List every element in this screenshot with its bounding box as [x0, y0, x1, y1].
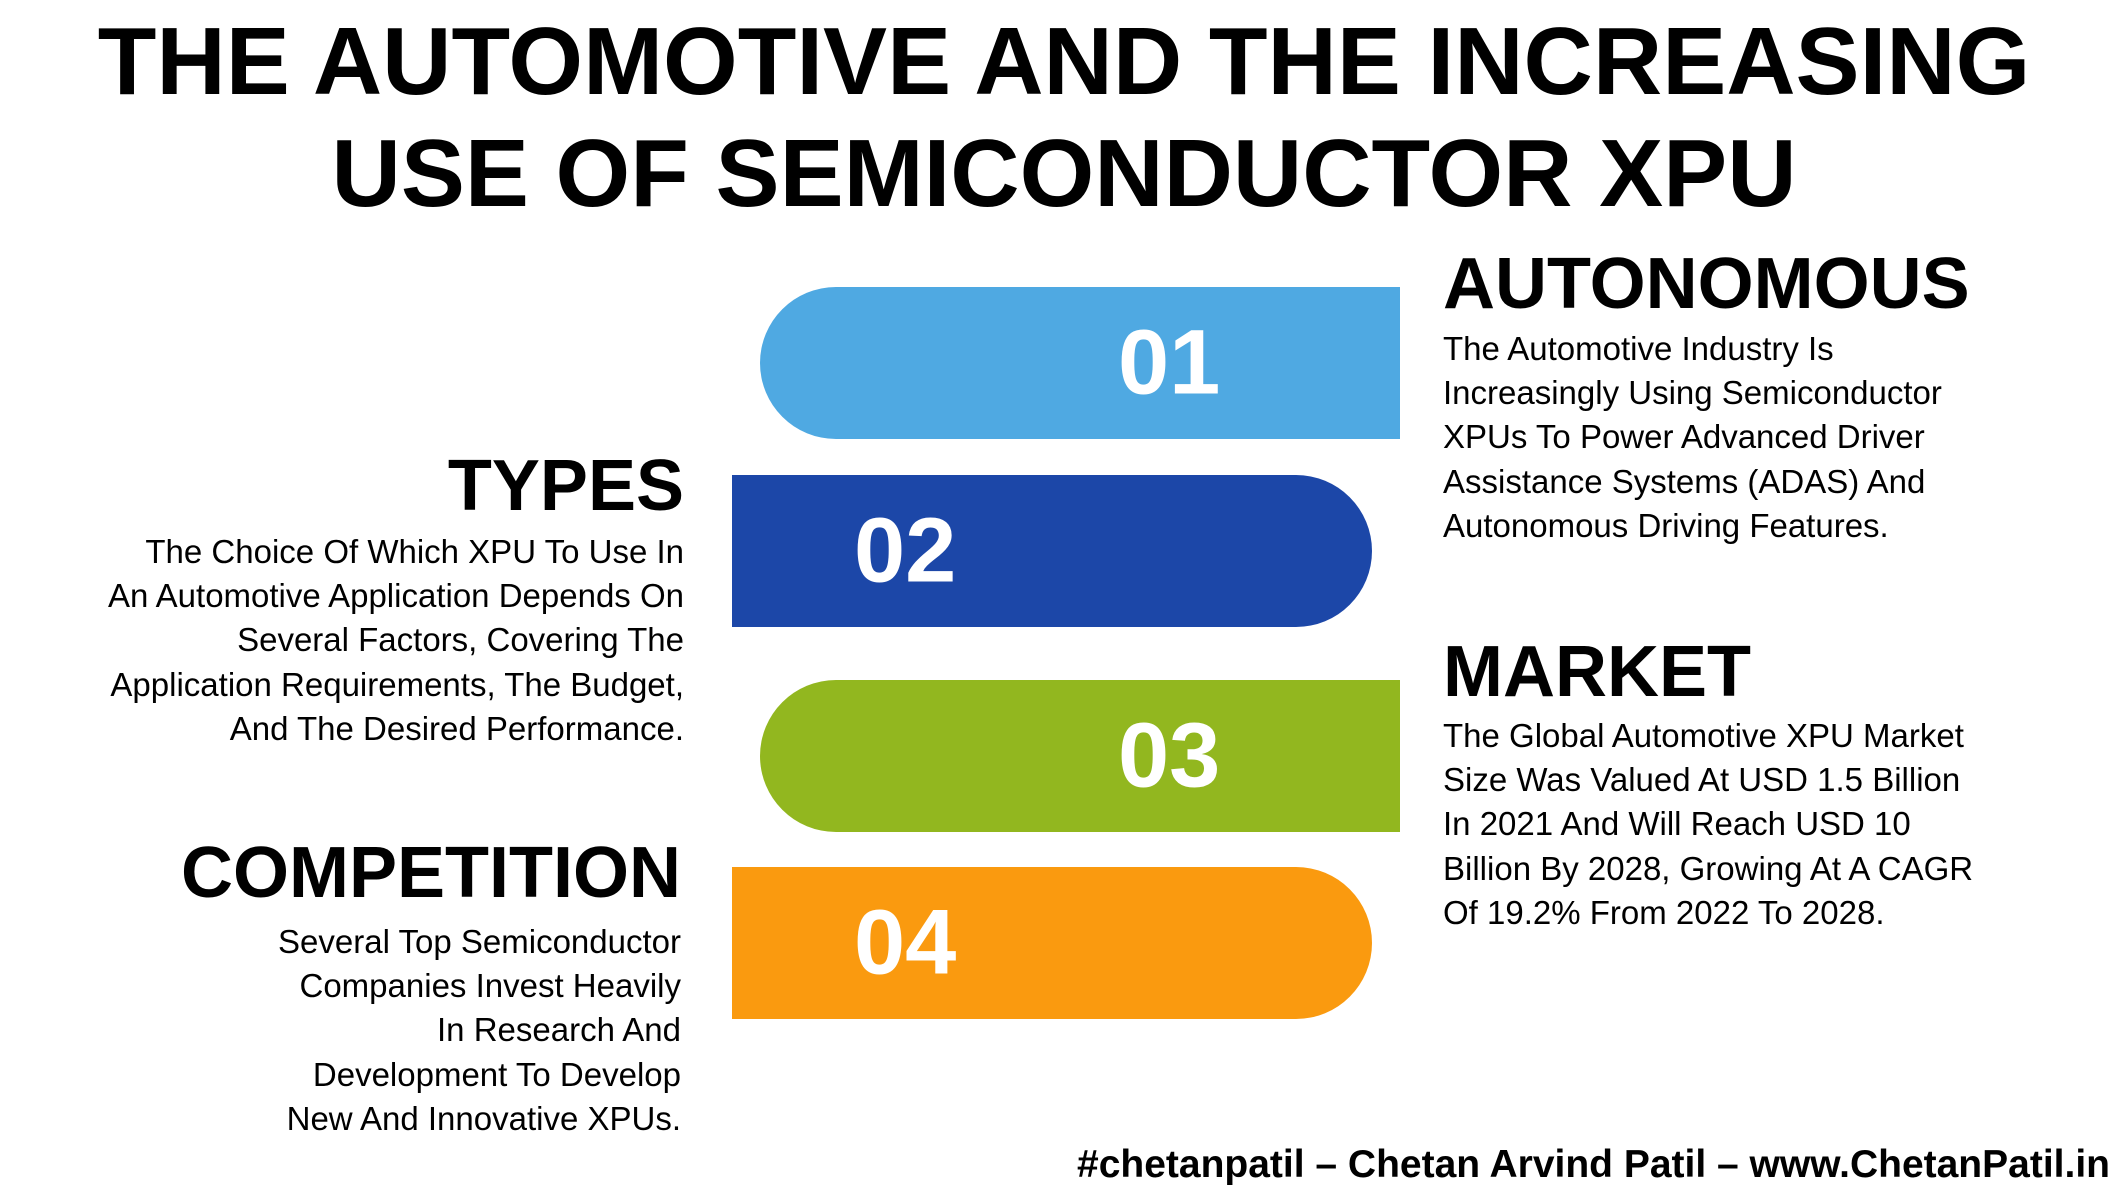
- autonomous-line: The Automotive Industry Is: [1443, 330, 1834, 367]
- competition-line: In Research And: [437, 1011, 681, 1049]
- market-line: Billion By 2028, Growing At A CAGR: [1443, 849, 1974, 887]
- autonomous-heading: AUTONOMOUS: [1443, 244, 1970, 324]
- autonomous-line: Assistance Systems (ADAS) And: [1443, 462, 1926, 500]
- competition-line: Companies Invest Heavily: [299, 967, 682, 1005]
- types-description: The Choice Of Which XPU To Use In An Aut…: [108, 530, 684, 751]
- autonomous-line: Autonomous Driving Features.: [1443, 506, 1889, 544]
- footer-credit: #chetanpatil – Chetan Arvind Patil – www…: [1077, 1143, 2110, 1186]
- types-line: Several Factors, Covering The: [237, 621, 684, 659]
- step-band-04: 04: [732, 867, 1372, 1019]
- step-number-01: 01: [1118, 311, 1221, 414]
- step-number-03: 03: [1118, 704, 1221, 807]
- autonomous-line: Increasingly Using Semiconductor: [1443, 374, 1942, 412]
- competition-line: New And Innovative XPUs.: [286, 1099, 681, 1137]
- market-line: Of 19.2% From 2022 To 2028.: [1443, 893, 1885, 931]
- title-line-1: THE AUTOMOTIVE AND THE INCREASING: [97, 8, 2031, 115]
- step-number-02: 02: [854, 499, 957, 602]
- title-line-2: USE OF SEMICONDUCTOR XPU: [331, 120, 1797, 227]
- competition-description: Several Top Semiconductor Companies Inve…: [278, 920, 681, 1141]
- market-line: Size Was Valued At USD 1.5 Billion: [1443, 761, 1961, 799]
- step-band-02: 02: [732, 475, 1372, 627]
- types-line: And The Desired Performance.: [229, 709, 684, 747]
- step-band-01: 01: [760, 287, 1400, 439]
- market-line: In 2021 And Will Reach USD 10: [1443, 805, 1911, 843]
- types-line: An Automotive Application Depends On: [107, 577, 684, 615]
- types-line: The Choice Of Which XPU To Use In: [145, 533, 684, 570]
- market-line: The Global Automotive XPU Market: [1443, 717, 1964, 754]
- page-title: THE AUTOMOTIVE AND THE INCREASING USE OF…: [0, 6, 2128, 230]
- autonomous-line: XPUs To Power Advanced Driver: [1443, 418, 1925, 456]
- types-heading: TYPES: [447, 446, 684, 526]
- types-line: Application Requirements, The Budget,: [110, 665, 684, 703]
- step-number-04: 04: [854, 891, 957, 994]
- autonomous-description: The Automotive Industry Is Increasingly …: [1443, 327, 1942, 548]
- market-description: The Global Automotive XPU Market Size Wa…: [1443, 714, 1973, 935]
- competition-line: Several Top Semiconductor: [278, 923, 681, 960]
- competition-line: Development To Develop: [312, 1055, 681, 1093]
- competition-heading: COMPETITION: [181, 833, 681, 913]
- market-heading: MARKET: [1443, 632, 1751, 712]
- step-band-03: 03: [760, 680, 1400, 832]
